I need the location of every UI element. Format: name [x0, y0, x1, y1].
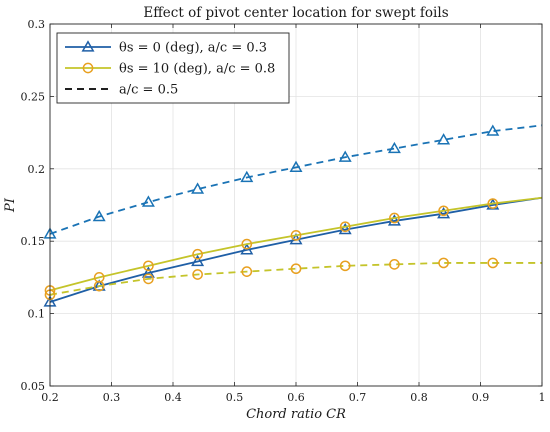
series-2-point [339, 221, 351, 233]
x-tick-label: 0.3 [103, 391, 121, 404]
legend-label-3: a/c = 0.5 [119, 83, 178, 98]
series-1-point [240, 243, 254, 255]
y-tick-label: 0.15 [21, 235, 46, 248]
series-2-point [192, 248, 203, 260]
y-tick-label: 0.25 [21, 90, 46, 103]
legend-label-2: θs = 10 (deg), a/c = 0.8 [119, 62, 275, 77]
series-1-point [191, 254, 205, 267]
x-tick-label: 0.6 [287, 391, 305, 404]
x-tick-label: 0.5 [226, 391, 244, 404]
series-3-point [486, 124, 500, 136]
series-2-point [487, 198, 499, 209]
series-4-point [290, 263, 302, 275]
series-3-point [240, 170, 254, 183]
series-3-point [387, 141, 401, 154]
x-axis-label: Chord ratio CR [246, 407, 346, 422]
ticks: 0.2 0.3 0.4 0.5 0.6 0.7 0.8 0.9 1 0.05 0.1 0.15 0.2 0… [21, 18, 546, 404]
series-4-point [93, 280, 105, 292]
series-1-point [437, 206, 451, 219]
series-3-line [49, 124, 543, 235]
x-tick-label: 0.2 [41, 391, 59, 404]
legend: θs = 0 (deg), a/c = 0.3 θs = 10 (deg), a/… [56, 32, 290, 104]
series-2-line [49, 196, 543, 292]
series-2-point [438, 205, 449, 217]
legend-triangle-marker [81, 40, 95, 52]
x-tick-label: 1 [539, 391, 546, 404]
series-4-line [49, 262, 542, 296]
series-2-point [241, 238, 253, 250]
series-4-point [438, 257, 449, 269]
legend-label-1: θs = 0 (deg), a/c = 0.3 [119, 41, 267, 56]
series-3-point [92, 209, 106, 222]
series-3-point [437, 133, 451, 145]
series-3-point [338, 150, 352, 162]
y-tick-label: 0.1 [28, 308, 46, 321]
series-2-point [290, 230, 302, 241]
series-4-point [241, 266, 253, 277]
x-tick-label: 0.8 [410, 391, 428, 404]
x-tick-label: 0.4 [164, 391, 182, 404]
x-tick-label: 0.7 [349, 391, 367, 404]
legend-circle-marker [82, 62, 94, 74]
series-1-point [387, 214, 401, 226]
y-tick-label: 0.05 [21, 380, 46, 393]
series-4-point [192, 269, 203, 280]
series [43, 124, 543, 307]
series-4-point [389, 259, 400, 270]
series-1-point [338, 222, 352, 235]
y-axis-label: PI [3, 197, 18, 213]
series-4-point [339, 260, 351, 272]
series-3-point [289, 160, 303, 173]
series-2-point [143, 260, 154, 272]
series-4-point [487, 257, 499, 269]
series-2-point [389, 212, 400, 224]
x-tick-label: 0.9 [472, 391, 490, 404]
y-tick-label: 0.3 [28, 18, 46, 31]
y-tick-label: 0.2 [28, 163, 46, 176]
series-3-point [191, 182, 205, 194]
series-1-point [141, 266, 155, 278]
series-4-point [143, 273, 154, 285]
series-3-point [141, 195, 155, 207]
chart-title: Effect of pivot center location for swep… [143, 5, 448, 21]
